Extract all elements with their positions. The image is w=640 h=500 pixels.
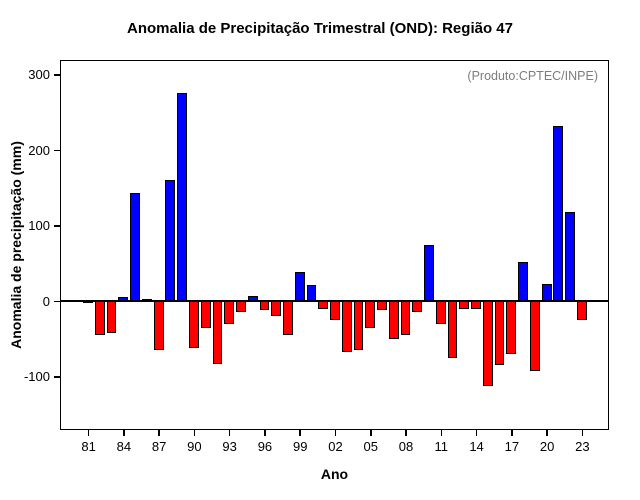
y-tick-label: 300 xyxy=(28,67,50,83)
plot-area: (Produto:CPTEC/INPE) xyxy=(60,60,609,430)
bar-2015 xyxy=(482,301,493,386)
x-tick-label: 05 xyxy=(363,439,378,454)
chart-title: Anomalia de Precipitação Trimestral (OND… xyxy=(127,20,513,37)
x-tick-label: 23 xyxy=(575,439,590,454)
bar-1982 xyxy=(94,301,105,336)
x-tick-mark xyxy=(299,430,301,436)
bar-2001 xyxy=(318,301,329,309)
bar-2022 xyxy=(565,212,576,302)
y-tick-mark xyxy=(53,225,60,227)
bar-2009 xyxy=(412,301,423,313)
bar-1990 xyxy=(189,301,199,348)
bar-1994 xyxy=(236,301,246,313)
x-tick-label: 81 xyxy=(81,439,96,454)
x-tick-label: 93 xyxy=(222,439,237,454)
source-annotation: (Produto:CPTEC/INPE) xyxy=(467,69,598,83)
x-tick-label: 99 xyxy=(292,439,308,454)
bar-2023 xyxy=(576,301,587,320)
bar-2021 xyxy=(553,125,564,302)
bar-1987 xyxy=(153,301,164,351)
x-tick-label: 17 xyxy=(504,439,520,454)
x-tick-label: 90 xyxy=(187,439,202,454)
x-tick-label: 84 xyxy=(116,439,132,454)
bar-1983 xyxy=(106,301,117,333)
x-tick-label: 20 xyxy=(539,439,555,454)
bar-2003 xyxy=(341,301,352,353)
bar-2002 xyxy=(330,301,340,320)
y-tick-label: 100 xyxy=(28,218,50,234)
zero-baseline xyxy=(61,300,608,302)
x-tick-label: 02 xyxy=(328,439,343,454)
bar-2008 xyxy=(400,301,411,336)
x-tick-label: 96 xyxy=(257,439,273,454)
bar-2000 xyxy=(306,284,317,302)
bar-1997 xyxy=(271,301,282,317)
bar-2010 xyxy=(424,244,434,302)
x-tick-mark xyxy=(511,430,513,436)
y-tick-mark xyxy=(53,376,60,378)
bar-2007 xyxy=(388,301,399,339)
x-tick-mark xyxy=(370,430,372,436)
x-tick-mark xyxy=(193,430,196,436)
bar-1993 xyxy=(224,301,235,324)
bar-2004 xyxy=(353,301,364,351)
bar-2017 xyxy=(506,301,517,354)
x-tick-mark xyxy=(440,430,443,436)
bar-2020 xyxy=(541,283,552,302)
y-tick-label: 200 xyxy=(28,142,50,158)
y-tick-mark xyxy=(53,300,60,303)
bars-layer xyxy=(61,61,608,429)
y-axis-title: Anomalia de precipitação (mm) xyxy=(8,141,24,349)
bar-2014 xyxy=(471,301,481,309)
bar-2018 xyxy=(518,261,528,302)
x-tick-mark xyxy=(581,430,584,436)
x-tick-label: 08 xyxy=(398,439,414,454)
bar-1999 xyxy=(294,272,305,302)
x-tick-label: 11 xyxy=(434,439,449,454)
x-tick-label: 14 xyxy=(469,439,484,454)
bar-1991 xyxy=(200,301,211,328)
bar-2019 xyxy=(529,301,540,371)
bar-1998 xyxy=(283,301,293,336)
bar-2011 xyxy=(435,301,446,324)
bar-1988 xyxy=(165,180,176,302)
x-tick-mark xyxy=(546,430,548,436)
x-tick-mark xyxy=(158,430,160,436)
bar-2006 xyxy=(377,301,387,311)
bar-2005 xyxy=(365,301,376,328)
bar-1985 xyxy=(130,193,140,302)
bar-1989 xyxy=(177,92,188,302)
x-tick-mark xyxy=(334,430,337,436)
bar-2013 xyxy=(459,301,470,309)
y-tick-label: 0 xyxy=(42,293,50,309)
x-tick-mark xyxy=(123,430,125,436)
x-tick-mark xyxy=(87,430,90,436)
bar-1996 xyxy=(259,301,270,311)
x-tick-mark xyxy=(264,430,266,436)
x-tick-mark xyxy=(405,430,407,436)
x-axis-title: Ano xyxy=(320,466,349,482)
x-tick-label: 87 xyxy=(151,439,167,454)
bar-1992 xyxy=(212,301,223,364)
bar-2012 xyxy=(447,301,458,358)
x-tick-mark xyxy=(475,430,478,436)
y-tick-mark xyxy=(53,74,60,76)
y-tick-label: -100 xyxy=(23,369,50,385)
bar-2016 xyxy=(494,301,505,366)
x-tick-mark xyxy=(228,430,231,436)
y-tick-mark xyxy=(53,149,60,152)
